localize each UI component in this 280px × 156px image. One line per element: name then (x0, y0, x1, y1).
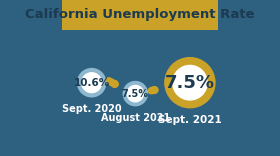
Circle shape (164, 57, 216, 108)
Text: Sept. 2020: Sept. 2020 (62, 104, 122, 114)
Text: California Unemployment Rate: California Unemployment Rate (25, 8, 255, 21)
Text: 7.5%: 7.5% (122, 89, 149, 99)
Circle shape (172, 65, 208, 101)
Text: 7.5%: 7.5% (165, 74, 215, 92)
Text: August 2021: August 2021 (101, 113, 170, 123)
Text: 10.6%: 10.6% (74, 78, 110, 88)
Circle shape (123, 81, 148, 106)
Circle shape (127, 85, 144, 102)
Text: Sept. 2021: Sept. 2021 (158, 115, 222, 125)
FancyBboxPatch shape (62, 0, 218, 30)
Circle shape (77, 68, 106, 98)
Circle shape (81, 72, 102, 93)
